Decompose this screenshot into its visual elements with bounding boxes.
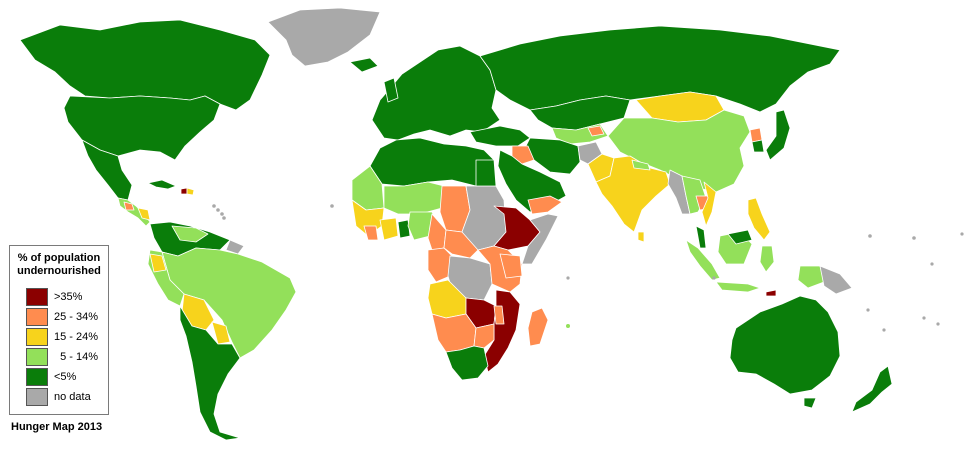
legend-swatch bbox=[26, 288, 48, 306]
region-uk bbox=[383, 77, 399, 103]
region-egypt-edge bbox=[475, 159, 497, 187]
region-sumatra bbox=[685, 239, 721, 281]
legend-label: 25 - 34% bbox=[54, 311, 99, 323]
region-kenya bbox=[499, 253, 523, 279]
region-ghana bbox=[397, 219, 411, 239]
region-somalia bbox=[521, 213, 559, 265]
region-europe bbox=[371, 45, 501, 141]
region-sierra-leone bbox=[363, 225, 379, 241]
legend-label: 5 - 14% bbox=[54, 351, 99, 363]
region-iceland bbox=[349, 57, 379, 73]
region-new-zealand bbox=[851, 365, 893, 413]
region-nicaragua bbox=[137, 207, 151, 221]
legend-item-no-data: no data bbox=[26, 388, 91, 406]
region-dominican-rep bbox=[186, 187, 195, 196]
region-png bbox=[819, 265, 853, 295]
region-australia bbox=[729, 295, 841, 395]
region-malawi bbox=[493, 305, 505, 325]
map-title: Hunger Map 2013 bbox=[11, 421, 103, 433]
region-japan bbox=[765, 109, 791, 161]
region-ethiopia-eritrea bbox=[493, 205, 541, 251]
legend-swatch bbox=[26, 348, 48, 366]
region-namibia-botswana bbox=[431, 313, 477, 353]
region-argentina-chile bbox=[179, 305, 241, 441]
legend-swatch bbox=[26, 308, 48, 326]
region-yemen bbox=[527, 195, 563, 215]
legend-item-very-low: <5% bbox=[26, 368, 76, 386]
small-islands bbox=[212, 204, 964, 332]
region-java bbox=[715, 281, 761, 293]
region-philippines bbox=[747, 197, 771, 241]
region-sahel-west bbox=[383, 181, 445, 215]
region-turkey-caucasus bbox=[469, 125, 531, 147]
region-greenland bbox=[267, 7, 381, 67]
region-tanzania-moz bbox=[483, 289, 521, 373]
region-zimbabwe bbox=[473, 323, 495, 349]
region-borneo-malaysia bbox=[727, 229, 753, 245]
region-madagascar bbox=[527, 307, 549, 347]
legend-swatch bbox=[26, 388, 48, 406]
region-south-korea bbox=[751, 139, 765, 153]
region-sri-lanka bbox=[637, 231, 645, 243]
region-canada-alaska bbox=[19, 19, 271, 111]
island-mauritius bbox=[566, 324, 570, 328]
island-philippines-small bbox=[764, 230, 768, 234]
legend-label: <5% bbox=[54, 371, 77, 383]
region-sulawesi bbox=[759, 245, 775, 273]
legend-item-severe: >35% bbox=[26, 288, 82, 306]
legend-label: no data bbox=[54, 391, 91, 403]
legend-item-moderate: 15 - 24% bbox=[26, 328, 98, 346]
legend: % of population undernourished >35% 25 -… bbox=[9, 245, 109, 415]
region-ecuador bbox=[149, 253, 167, 273]
legend-title-line2: undernourished bbox=[17, 265, 101, 277]
region-china bbox=[607, 109, 751, 193]
region-tajikistan bbox=[587, 125, 605, 137]
region-nepal bbox=[631, 159, 651, 171]
region-timor bbox=[765, 289, 777, 297]
region-south-africa bbox=[445, 345, 489, 381]
region-malaysia-west bbox=[695, 225, 707, 249]
region-papua bbox=[797, 265, 825, 289]
legend-item-low: 5 - 14% bbox=[26, 348, 98, 366]
region-india bbox=[595, 155, 671, 233]
legend-swatch bbox=[26, 368, 48, 386]
region-ivory-coast bbox=[379, 217, 399, 241]
region-venezuela bbox=[171, 225, 209, 243]
region-iraq bbox=[511, 145, 535, 165]
legend-item-high: 25 - 34% bbox=[26, 308, 98, 326]
legend-label: >35% bbox=[54, 291, 83, 303]
region-paraguay bbox=[211, 321, 231, 345]
legend-label: 15 - 24% bbox=[54, 331, 99, 343]
region-cuba bbox=[147, 179, 177, 190]
legend-title-line1: % of population bbox=[17, 252, 101, 264]
region-vietnam bbox=[701, 181, 717, 227]
region-north-korea bbox=[749, 127, 763, 143]
legend-title: % of population undernourished bbox=[10, 252, 108, 278]
region-tasmania bbox=[803, 397, 817, 409]
region-haiti bbox=[180, 187, 188, 195]
region-guatemala bbox=[123, 201, 135, 211]
legend-swatch bbox=[26, 328, 48, 346]
